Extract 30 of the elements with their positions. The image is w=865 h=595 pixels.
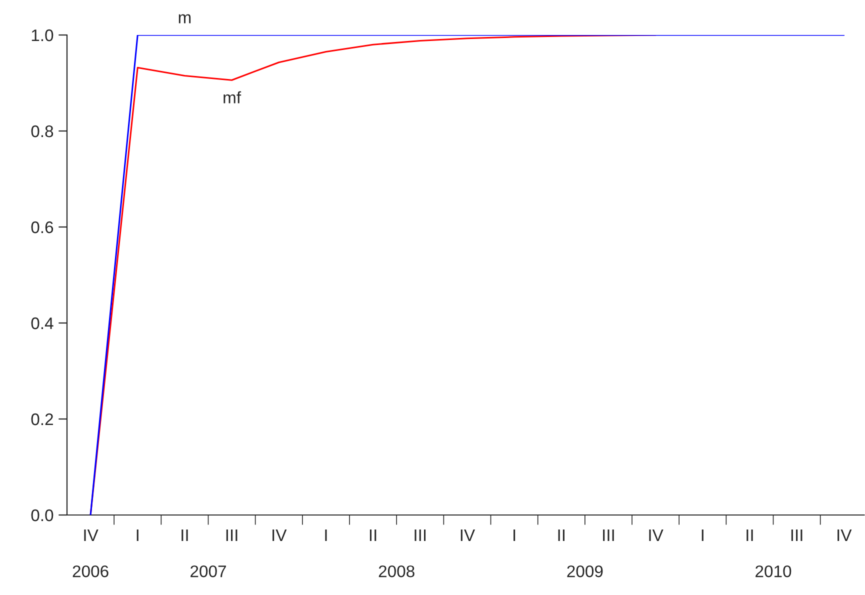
y-tick-label: 0.8 xyxy=(31,125,54,138)
y-tick-label: 0.2 xyxy=(31,413,53,426)
series-label: mf xyxy=(224,91,242,104)
text: 2007 xyxy=(190,565,226,578)
x-tick-label: IV xyxy=(84,530,98,541)
x-tick-label: IV xyxy=(272,530,287,541)
x-tick-label: IV xyxy=(649,530,664,541)
x-tick-label: I xyxy=(325,530,327,541)
text: 2010 xyxy=(756,565,792,578)
text: 2008 xyxy=(378,565,414,578)
y-tick-label: 1.0 xyxy=(32,29,54,42)
x-tick-label: III xyxy=(791,530,802,541)
x-tick-label: I xyxy=(702,530,704,541)
x-tick-label: I xyxy=(514,530,516,541)
x-tick-label: II xyxy=(370,530,376,541)
x-tick-label: IV xyxy=(838,530,852,541)
x-tick-label: III xyxy=(414,530,426,541)
x-tick-label: II xyxy=(746,530,753,541)
x-tick-label: II xyxy=(182,530,188,541)
x-tick-label: III xyxy=(226,530,238,541)
x-tick-label: IV xyxy=(460,530,476,541)
y-tick-label: 0.0 xyxy=(31,509,54,522)
y-tick-label: 0.4 xyxy=(31,317,54,330)
text: 2006 xyxy=(72,565,108,578)
x-tick-label: III xyxy=(603,530,614,541)
x-tick-label: I xyxy=(136,530,138,541)
x-tick-label: II xyxy=(558,530,564,541)
text: 2009 xyxy=(567,565,603,578)
series-label: m xyxy=(178,14,191,24)
y-tick-label: 0.6 xyxy=(31,221,54,234)
